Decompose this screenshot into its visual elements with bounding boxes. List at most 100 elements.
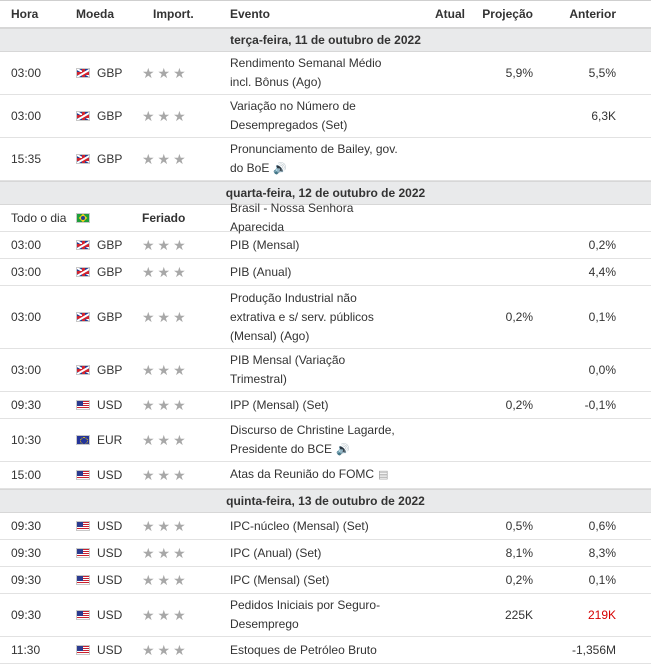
event-name-text: PIB (Anual) <box>230 264 292 279</box>
event-forecast: 0,2% <box>505 398 533 412</box>
currency-code: GBP <box>97 109 123 123</box>
flag-gb-icon <box>76 240 90 250</box>
event-previous: 0,2% <box>588 238 616 252</box>
importance-stars-icon: ★★★ <box>142 64 189 81</box>
importance-stars-icon: ★★★ <box>142 606 189 623</box>
event-name[interactable]: Variação no Número de Desempregados (Set) <box>230 97 405 135</box>
event-row[interactable]: 09:30 USD ★★★ IPP (Mensal) (Set) 0,2% -0,1% <box>0 392 651 419</box>
event-name[interactable]: IPC (Anual) (Set) <box>230 544 405 563</box>
currency-code: USD <box>97 398 123 412</box>
event-row[interactable]: 10:30 EUR ★★★ Discurso de Christine Lagarde… <box>0 419 651 462</box>
event-name-line: Estoques de Petróleo Bruto <box>230 641 405 660</box>
event-row[interactable]: 03:00 GBP ★★★ PIB Mensal (Variação Trimestra… <box>0 349 651 392</box>
speaker-icon[interactable]: 🔊 <box>273 162 288 175</box>
event-name-text: Produção Industrial não <box>230 290 357 305</box>
currency-code: GBP <box>97 310 123 324</box>
event-row[interactable]: 09:30 USD ★★★ IPC (Mensal) (Set) 0,2% 0,1% <box>0 567 651 594</box>
flag-us-icon <box>76 470 90 480</box>
importance-stars-icon: ★★★ <box>142 396 189 413</box>
event-name[interactable]: IPC (Mensal) (Set) <box>230 571 405 590</box>
event-time: 09:30 <box>11 519 42 533</box>
event-name-line: Rendimento Semanal Médio <box>230 54 405 73</box>
speaker-icon[interactable]: 🔊 <box>336 443 350 456</box>
event-name-line: Desemprego <box>230 615 405 634</box>
event-time: 15:35 <box>11 152 42 166</box>
event-name[interactable]: Discurso de Christine Lagarde, Presidente… <box>230 421 405 460</box>
day-header: terça-feira, 11 de outubro de 2022 <box>0 28 651 52</box>
event-name[interactable]: IPP (Mensal) (Set) <box>230 396 405 415</box>
event-forecast: 0,2% <box>505 310 533 324</box>
flag-us-icon <box>76 400 90 410</box>
currency-code: USD <box>97 643 123 657</box>
event-row[interactable]: 03:00 GBP ★★★ PIB (Mensal) 0,2% <box>0 232 651 259</box>
event-name-line: IPC-núcleo (Mensal) (Set) <box>230 517 405 536</box>
importance-stars-icon: ★★★ <box>142 107 189 124</box>
event-row[interactable]: 15:00 USD ★★★ Atas da Reunião do FOMC ▤ <box>0 462 651 489</box>
event-name[interactable]: Produção Industrial não extrativa e s/ se… <box>230 289 405 346</box>
importance-stars-icon: ★★★ <box>142 263 189 280</box>
event-name[interactable]: PIB Mensal (Variação Trimestral) <box>230 351 405 389</box>
event-time: 09:30 <box>11 608 42 622</box>
flag-us-icon <box>76 610 90 620</box>
event-name[interactable]: Pronunciamento de Bailey, gov. do BoE 🔊 <box>230 140 405 179</box>
event-name-text: Variação no Número de <box>230 99 356 113</box>
event-row[interactable]: 09:30 USD ★★★ IPC-núcleo (Mensal) (Set) 0,5%… <box>0 513 651 540</box>
event-name-line: Discurso de Christine Lagarde, <box>230 421 405 440</box>
header-actual: Atual <box>435 7 465 21</box>
importance-stars-icon: ★★★ <box>142 544 189 561</box>
event-name-text: IPP (Mensal) (Set) <box>230 397 329 412</box>
event-name-text: PIB Mensal (Variação <box>230 353 346 367</box>
event-name-line: (Mensal) (Ago) <box>230 327 405 346</box>
event-name[interactable]: Rendimento Semanal Médio incl. Bônus (Ago… <box>230 54 405 92</box>
event-name-line: IPP (Mensal) (Set) <box>230 396 405 415</box>
event-name-text: Brasil - Nossa Senhora Aparecida <box>230 201 354 234</box>
event-row[interactable]: 03:00 GBP ★★★ Variação no Número de Desempre… <box>0 95 651 138</box>
event-row[interactable]: 03:00 GBP ★★★ Produção Industrial não extrat… <box>0 286 651 349</box>
event-name-text: incl. Bônus (Ago) <box>230 75 322 89</box>
event-name-text: do BoE <box>230 160 270 175</box>
event-currency: USD <box>76 573 142 587</box>
event-name-text: PIB (Mensal) <box>230 237 300 252</box>
event-name[interactable]: PIB (Anual) <box>230 263 405 282</box>
event-time: 09:30 <box>11 573 42 587</box>
table-header: Hora Moeda Import. Evento Atual Projeção… <box>0 1 651 28</box>
event-name-text: Discurso de Christine Lagarde, <box>230 422 395 437</box>
event-name-line: Brasil - Nossa Senhora Aparecida <box>230 199 405 237</box>
event-name-line: Atas da Reunião do FOMC ▤ <box>230 465 405 485</box>
flag-gb-icon <box>76 312 90 322</box>
event-name[interactable]: Estoques de Petróleo Bruto <box>230 641 405 660</box>
importance-stars-icon: ★★★ <box>142 431 189 448</box>
event-name-line: incl. Bônus (Ago) <box>230 73 405 92</box>
event-name[interactable]: Pedidos Iniciais por Seguro- Desemprego <box>230 596 405 634</box>
event-row[interactable]: 15:35 GBP ★★★ Pronunciamento de Bailey, gov… <box>0 138 651 181</box>
event-row[interactable]: Todo o dia Feriado Brasil - Nossa Senhora … <box>0 201 651 234</box>
event-currency: GBP <box>76 310 142 324</box>
flag-gb-icon <box>76 365 90 375</box>
currency-code: GBP <box>97 363 123 377</box>
flag-us-icon <box>76 645 90 655</box>
event-previous: 0,1% <box>588 573 616 587</box>
event-name-line: PIB (Anual) <box>230 263 405 282</box>
currency-code: USD <box>97 573 123 587</box>
event-currency: USD <box>76 643 142 657</box>
event-row[interactable]: 11:30 USD ★★★ Estoques de Petróleo Bruto -1,… <box>0 637 651 664</box>
event-name-text: Presidente do BCE <box>230 441 333 456</box>
importance-stars-icon: ★★★ <box>142 361 189 378</box>
flag-br-icon <box>76 213 90 223</box>
holiday-label: Feriado <box>142 211 186 225</box>
flag-gb-icon <box>76 111 90 121</box>
event-name[interactable]: PIB (Mensal) <box>230 236 405 255</box>
event-row[interactable]: 03:00 GBP ★★★ PIB (Anual) 4,4% <box>0 259 651 286</box>
event-row[interactable]: 09:30 USD ★★★ IPC (Anual) (Set) 8,1% 8,3% <box>0 540 651 567</box>
event-row[interactable]: 09:30 USD ★★★ Pedidos Iniciais por Seguro- D… <box>0 594 651 637</box>
event-name[interactable]: IPC-núcleo (Mensal) (Set) <box>230 517 405 536</box>
event-currency: GBP <box>76 109 142 123</box>
event-row[interactable]: 03:00 GBP ★★★ Rendimento Semanal Médio incl.… <box>0 52 651 95</box>
event-name[interactable]: Atas da Reunião do FOMC ▤ <box>230 465 405 485</box>
event-time: Todo o dia <box>11 211 67 225</box>
header-importance: Import. <box>153 7 194 21</box>
document-icon[interactable]: ▤ <box>378 469 389 481</box>
header-currency: Moeda <box>76 7 115 21</box>
event-previous: -1,356M <box>571 643 616 657</box>
event-name[interactable]: Brasil - Nossa Senhora Aparecida <box>230 199 405 237</box>
